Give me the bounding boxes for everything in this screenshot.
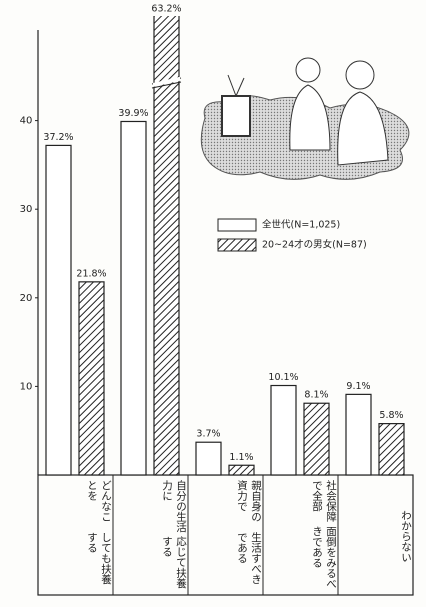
bars — [45, 16, 405, 476]
value-label: 63.2% — [151, 4, 181, 15]
y-tick-label: 40 — [20, 116, 33, 127]
category-line: 社会保障で全部 — [311, 480, 337, 522]
legend-swatch — [217, 218, 257, 232]
legend-swatch — [217, 238, 257, 252]
y-tick-label: 20 — [20, 293, 33, 304]
category-label: 自分の生活力に 応じて扶養する — [113, 480, 188, 592]
category-line: 親自身の資力で — [236, 480, 262, 522]
illustration — [200, 57, 410, 180]
value-label: 8.1% — [304, 390, 328, 401]
bar — [303, 402, 330, 476]
value-label: 21.8% — [76, 268, 106, 279]
category-label: わからない — [338, 480, 413, 592]
category-label: どんなことをしても扶養する — [38, 480, 113, 592]
break-gap — [153, 76, 180, 87]
value-label: 1.1% — [229, 452, 253, 463]
value-label: 3.7% — [196, 429, 220, 440]
category-line: 応じて扶養する — [161, 536, 187, 589]
value-label: 10.1% — [268, 372, 298, 383]
category-line: どんなことを — [86, 480, 112, 522]
bar — [345, 393, 372, 476]
category-line: 生活すべきである — [236, 532, 262, 585]
legend-label: 全世代(N=1,025) — [262, 219, 340, 231]
category-label: 社会保障で全部面倒をみるべきである — [263, 480, 338, 592]
value-label: 9.1% — [346, 381, 370, 392]
value-label: 39.9% — [118, 108, 148, 119]
bar — [195, 441, 222, 476]
category-line: 面倒をみるべきである — [311, 526, 337, 590]
bar — [78, 281, 105, 476]
bar — [153, 16, 180, 476]
bar — [45, 144, 72, 476]
y-tick-label: 30 — [20, 204, 33, 215]
category-label: 親自身の資力で生活すべきである — [188, 480, 263, 592]
bar — [378, 423, 405, 476]
value-label: 5.8% — [379, 410, 403, 421]
bar — [228, 464, 255, 476]
legend-label: 20~24才の男女(N=87) — [262, 239, 367, 251]
value-label: 37.2% — [43, 132, 73, 143]
y-tick-label: 10 — [20, 381, 33, 392]
bar — [120, 120, 147, 476]
bar — [270, 384, 297, 476]
category-line: 自分の生活力に — [161, 480, 187, 533]
category-line: わからない — [400, 509, 412, 563]
category-frame — [37, 474, 414, 596]
category-line: しても扶養する — [86, 531, 112, 585]
